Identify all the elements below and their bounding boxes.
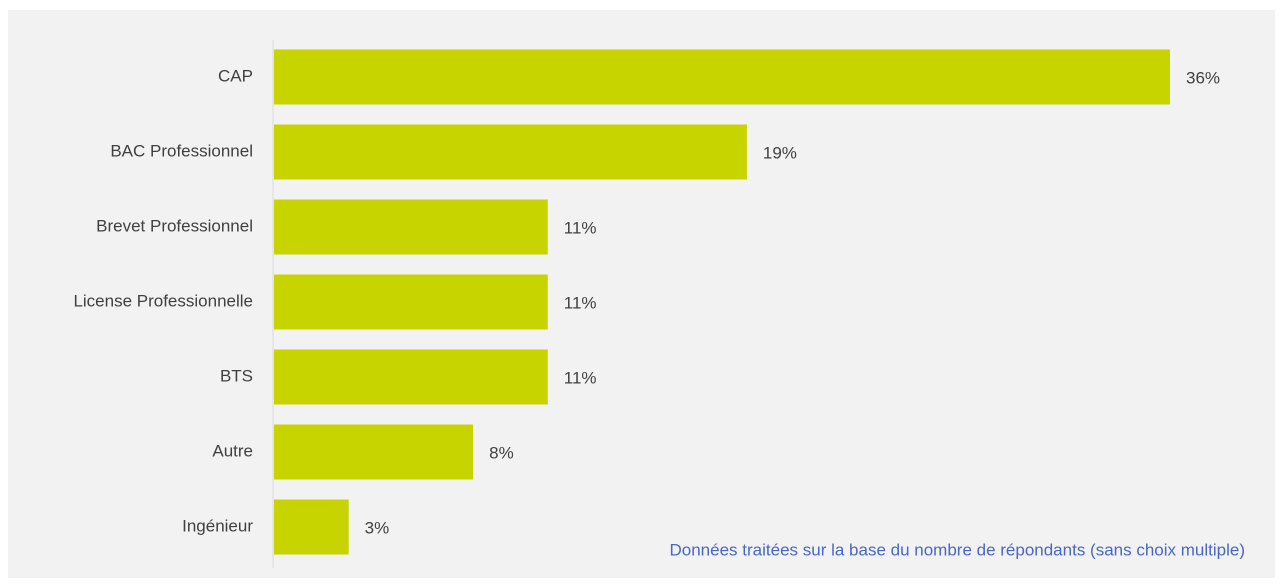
bar [274,49,1170,105]
bar [274,274,548,330]
y-tick-label: CAP [218,66,253,85]
y-tick-label: Autre [212,441,253,460]
y-tick-label: BAC Professionnel [110,141,253,160]
data-label: 11% [564,368,597,387]
data-label: 8% [489,443,514,462]
bar [274,424,474,480]
bar [274,124,747,180]
data-label: 11% [564,293,597,312]
bar [274,499,349,555]
bar [274,349,548,405]
y-tick-label: Brevet Professionnel [96,216,253,235]
y-tick-label: BTS [220,366,253,385]
data-label: 3% [365,518,390,537]
data-label: 11% [564,218,597,237]
y-tick-label: Ingénieur [182,516,253,535]
data-label: 19% [763,143,797,162]
y-tick-label: License Professionnelle [73,291,253,310]
chart-background [8,10,1275,578]
bar [274,199,548,255]
note: Données traitées sur la base du nombre d… [670,540,1246,559]
data-label: 36% [1186,68,1220,87]
